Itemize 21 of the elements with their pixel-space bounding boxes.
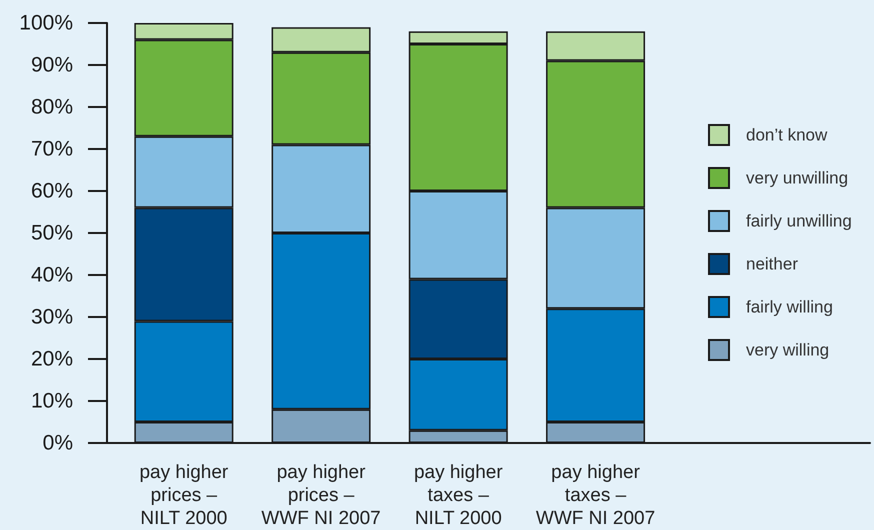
legend-label: neither xyxy=(746,254,798,274)
legend-label: very willing xyxy=(746,340,830,360)
y-tick-label: 90% xyxy=(30,54,73,76)
legend-label: don’t know xyxy=(746,126,828,144)
y-tick-label: 0% xyxy=(42,432,73,454)
y-tick-label: 60% xyxy=(30,180,73,202)
x-tick-label: pay higher taxes – WWF NI 2007 xyxy=(536,462,656,529)
y-tick-label: 100% xyxy=(19,12,73,34)
y-tick-label: 50% xyxy=(30,222,73,244)
y-tick-label: 40% xyxy=(30,264,73,286)
y-tick-label: 20% xyxy=(30,348,73,370)
y-tick-label: 30% xyxy=(30,306,73,328)
y-tick-label: 70% xyxy=(30,138,73,160)
x-tick-label: pay higher prices – NILT 2000 xyxy=(139,462,229,529)
legend-label: fairly unwilling xyxy=(746,212,852,230)
y-tick-label: 10% xyxy=(30,390,73,412)
legend-label: fairly willing xyxy=(746,298,833,316)
y-tick-label: 80% xyxy=(30,96,73,118)
x-tick-label: pay higher prices – WWF NI 2007 xyxy=(261,462,381,529)
legend-label: very unwilling xyxy=(746,168,848,188)
x-tick-label: pay higher taxes – NILT 2000 xyxy=(414,462,504,529)
